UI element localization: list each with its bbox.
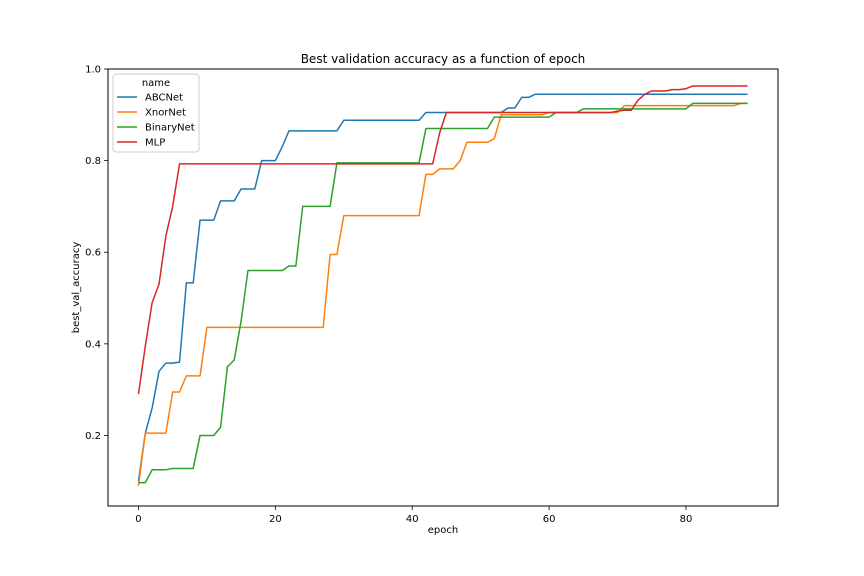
x-axis: 0 20 40 60 80 bbox=[135, 506, 692, 525]
y-tick-label: 0.2 bbox=[85, 431, 101, 442]
legend-label-binarynet: BinaryNet bbox=[145, 123, 195, 134]
y-tick-label: 0.8 bbox=[85, 156, 101, 167]
legend-label-mlp: MLP bbox=[145, 138, 165, 149]
series-line-mlp bbox=[137, 85, 748, 395]
y-axis: 0.2 0.4 0.6 0.8 1.0 bbox=[85, 65, 108, 442]
x-tick-label: 80 bbox=[680, 514, 693, 525]
x-tick-label: 20 bbox=[269, 514, 282, 525]
y-axis-label: best_val_accuracy bbox=[71, 242, 82, 334]
legend-label-xnornet: XnorNet bbox=[145, 108, 186, 119]
series-line-abcnet bbox=[137, 93, 748, 482]
chart-title: Best validation accuracy as a function o… bbox=[301, 52, 586, 66]
plot-series bbox=[137, 85, 748, 486]
legend-box bbox=[112, 73, 200, 153]
x-tick-label: 0 bbox=[135, 514, 141, 525]
y-tick-label: 1.0 bbox=[85, 65, 101, 76]
legend: name ABCNet XnorNet BinaryNet MLP bbox=[112, 73, 200, 153]
x-tick-label: 60 bbox=[543, 514, 556, 525]
x-tick-label: 40 bbox=[406, 514, 419, 525]
y-tick-label: 0.4 bbox=[85, 339, 101, 350]
x-axis-label: epoch bbox=[428, 525, 458, 536]
series-line-xnornet bbox=[137, 102, 748, 486]
plot-frame bbox=[107, 68, 779, 507]
legend-label-abcnet: ABCNet bbox=[145, 93, 183, 104]
series-line-binarynet bbox=[138, 102, 748, 484]
legend-title: name bbox=[142, 78, 170, 89]
y-tick-label: 0.6 bbox=[85, 248, 101, 259]
